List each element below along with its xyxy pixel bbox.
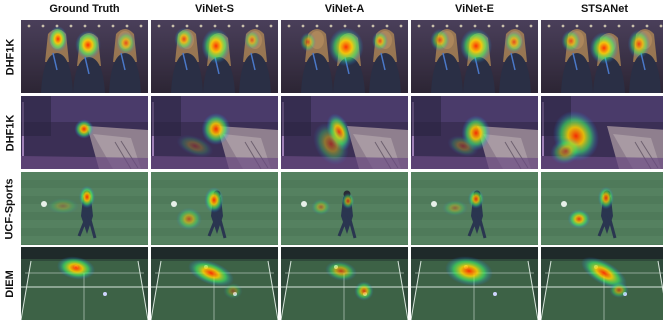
scene-background bbox=[21, 247, 148, 320]
saliency-heatmap bbox=[47, 185, 95, 214]
column-header-ground-truth: Ground Truth bbox=[49, 3, 120, 15]
scene-background bbox=[541, 172, 663, 245]
saliency-frame bbox=[151, 20, 278, 93]
saliency-frame bbox=[281, 172, 408, 245]
saliency-frame bbox=[281, 20, 408, 93]
column-header-vinet-a: ViNet-A bbox=[324, 3, 365, 15]
saliency-heatmap bbox=[176, 113, 231, 158]
saliency-heatmap bbox=[442, 189, 484, 216]
saliency-frame bbox=[541, 247, 663, 320]
saliency-frame bbox=[541, 20, 663, 93]
saliency-heatmap bbox=[313, 113, 352, 165]
saliency-frame bbox=[541, 172, 663, 245]
saliency-frame bbox=[21, 96, 148, 169]
saliency-heatmap bbox=[581, 256, 629, 298]
saliency-frame bbox=[281, 247, 408, 320]
saliency-heatmap bbox=[300, 27, 388, 67]
scene-background bbox=[281, 247, 408, 320]
saliency-heatmap bbox=[56, 256, 96, 280]
scene-background bbox=[411, 172, 538, 245]
saliency-frame bbox=[411, 96, 538, 169]
row-label-ucf-sports: UCF-Sports bbox=[4, 177, 17, 240]
scene-background bbox=[281, 172, 408, 245]
saliency-heatmap bbox=[445, 256, 493, 286]
saliency-frame bbox=[411, 247, 538, 320]
saliency-heatmap bbox=[561, 29, 651, 64]
saliency-frame bbox=[21, 247, 148, 320]
saliency-frame bbox=[21, 20, 148, 93]
saliency-heatmap bbox=[74, 119, 94, 139]
saliency-heatmap bbox=[325, 261, 374, 301]
saliency-frame bbox=[411, 172, 538, 245]
row-label-dhf1k: DHF1K bbox=[4, 38, 17, 75]
column-header-stsanet: STSANet bbox=[580, 3, 629, 15]
scene-background bbox=[21, 172, 148, 245]
saliency-frame bbox=[151, 172, 278, 245]
saliency-heatmap bbox=[188, 259, 243, 299]
column-header-vinet-s: ViNet-S bbox=[195, 3, 234, 15]
row-label-diem: DIEM bbox=[4, 269, 16, 298]
saliency-frame bbox=[21, 172, 148, 245]
saliency-frame bbox=[151, 247, 278, 320]
scene-background bbox=[541, 247, 663, 320]
row-label-dhf1k: DHF1K bbox=[4, 114, 17, 151]
saliency-frame bbox=[151, 96, 278, 169]
saliency-heatmap bbox=[567, 186, 614, 229]
saliency-frame bbox=[411, 20, 538, 93]
saliency-heatmap bbox=[176, 187, 224, 231]
saliency-heatmap bbox=[430, 28, 524, 64]
saliency-heatmap bbox=[311, 193, 355, 215]
saliency-heatmap bbox=[48, 26, 136, 60]
saliency-heatmap bbox=[550, 110, 600, 165]
saliency-frame bbox=[281, 96, 408, 169]
saliency-heatmap bbox=[174, 27, 260, 64]
saliency-heatmap bbox=[447, 115, 491, 157]
saliency-frame bbox=[541, 96, 663, 169]
column-header-vinet-e: ViNet-E bbox=[455, 3, 494, 15]
scene-background bbox=[151, 96, 278, 169]
